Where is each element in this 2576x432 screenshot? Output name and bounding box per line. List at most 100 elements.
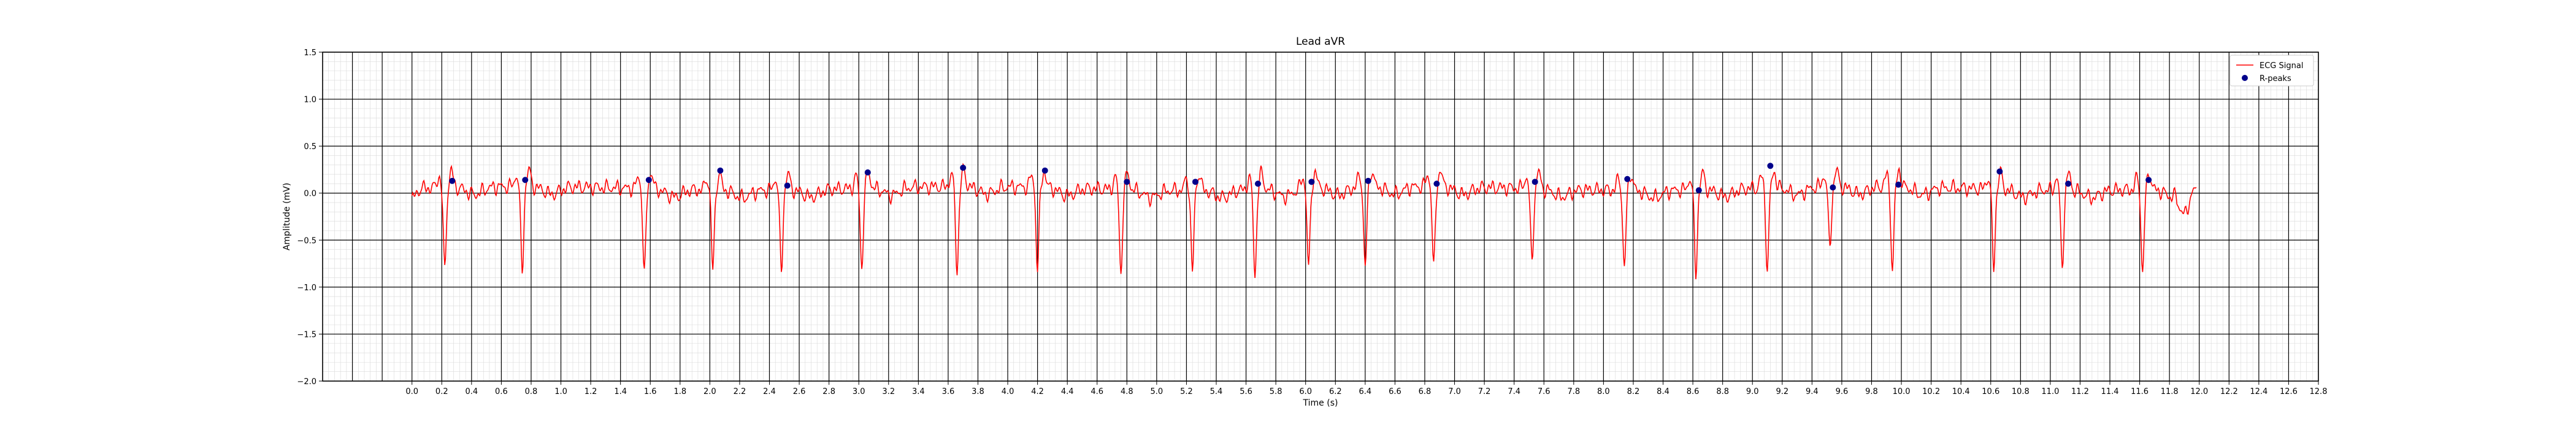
x-tick-label: 5.4: [1210, 387, 1223, 396]
x-tick-label: 2.0: [703, 387, 716, 396]
y-tick-label: 0.0: [304, 190, 316, 199]
chart-title: Lead aVR: [1296, 36, 1345, 48]
legend-ecg-label: ECG Signal: [2260, 61, 2303, 71]
minor-grid: [322, 52, 2319, 382]
x-tick-label: 1.6: [644, 387, 657, 396]
x-tick-label: 11.6: [2131, 387, 2149, 396]
x-tick-label: 1.4: [614, 387, 627, 396]
x-tick-label: 0.6: [495, 387, 508, 396]
x-tick-label: 9.8: [1865, 387, 1878, 396]
axes-layer: [322, 52, 2319, 382]
x-tick-label: 0.8: [525, 387, 538, 396]
y-tick-label: 0.5: [304, 142, 316, 152]
x-tick-label: 10.2: [1922, 387, 1940, 396]
r-peak-marker: [1433, 180, 1440, 187]
x-tick-label: 5.8: [1270, 387, 1282, 396]
x-tick-label: 3.6: [942, 387, 955, 396]
r-peak-marker: [960, 164, 967, 171]
x-tick-label: 1.8: [673, 387, 686, 396]
x-tick-label: 2.2: [734, 387, 746, 396]
r-peak-marker: [1895, 181, 1902, 188]
ticks-layer: 0.0 0.2 0.4 0.6 0.8 1.0 1.2 1.4 1.6 1.8 2.0 2.2 2.4 2…: [297, 48, 2327, 396]
x-tick-label: 5.0: [1151, 387, 1163, 396]
x-tick-label: 9.6: [1836, 387, 1849, 396]
x-tick-label: 4.6: [1091, 387, 1103, 396]
x-tick-label: 11.0: [2041, 387, 2059, 396]
x-tick-label: 7.0: [1448, 387, 1461, 396]
plot-frame: [322, 52, 2319, 382]
x-tick-label: 3.8: [972, 387, 984, 396]
r-peak-marker: [2145, 177, 2152, 183]
x-tick-label: 6.0: [1299, 387, 1312, 396]
x-tick-label: 12.4: [2250, 387, 2267, 396]
x-tick-label: 2.4: [763, 387, 776, 396]
x-tick-label: 3.4: [912, 387, 925, 396]
y-tick-label: −0.5: [297, 236, 316, 245]
r-peak-marker: [1308, 179, 1315, 185]
x-tick-label: 12.2: [2220, 387, 2238, 396]
r-peak-marker: [864, 169, 871, 176]
x-tick-label: 5.2: [1180, 387, 1193, 396]
x-tick-label: 3.0: [853, 387, 865, 396]
legend-rpeak-label: R-peaks: [2260, 74, 2291, 83]
y-tick-label: 1.5: [304, 48, 316, 58]
x-tick-label: 8.8: [1716, 387, 1729, 396]
x-tick-label: 1.0: [554, 387, 567, 396]
y-tick-label: −1.0: [297, 284, 316, 293]
series-layer: [411, 163, 2197, 280]
x-tick-label: 8.4: [1657, 387, 1669, 396]
r-peak-marker: [1624, 176, 1631, 182]
x-tick-label: 6.2: [1329, 387, 1342, 396]
r-peak-marker: [1124, 179, 1130, 185]
x-tick-label: 4.0: [1002, 387, 1014, 396]
x-tick-label: 9.4: [1806, 387, 1819, 396]
x-tick-label: 6.4: [1359, 387, 1372, 396]
x-tick-label: 12.8: [2310, 387, 2328, 396]
x-tick-label: 10.6: [1982, 387, 1999, 396]
x-tick-label: 2.8: [822, 387, 835, 396]
x-tick-label: 11.4: [2101, 387, 2119, 396]
x-tick-label: 1.2: [585, 387, 597, 396]
x-tick-label: 7.2: [1478, 387, 1491, 396]
r-peak-marker: [1830, 184, 1836, 191]
x-tick-label: 0.2: [435, 387, 448, 396]
x-tick-label: 7.8: [1567, 387, 1580, 396]
r-peak-marker: [2065, 180, 2072, 187]
r-peak-marker: [1996, 168, 2003, 175]
y-tick-label: −1.5: [297, 330, 316, 339]
r-peak-marker: [717, 167, 724, 174]
r-peak-marker: [1041, 167, 1048, 174]
x-tick-label: 6.8: [1419, 387, 1432, 396]
y-tick-label: 1.0: [304, 96, 316, 105]
x-tick-label: 12.6: [2280, 387, 2298, 396]
x-tick-label: 11.8: [2161, 387, 2179, 396]
x-tick-label: 2.6: [793, 387, 806, 396]
x-tick-label: 9.2: [1776, 387, 1788, 396]
x-tick-label: 7.4: [1508, 387, 1520, 396]
legend-box: [2229, 55, 2314, 87]
x-tick-label: 8.2: [1627, 387, 1640, 396]
r-peak-marker: [522, 177, 529, 183]
x-tick-label: 12.0: [2190, 387, 2208, 396]
r-peak-marker: [784, 182, 791, 189]
r-peak-marker: [1531, 179, 1538, 185]
x-tick-label: 9.0: [1746, 387, 1759, 396]
x-tick-label: 10.8: [2012, 387, 2030, 396]
x-tick-label: 4.2: [1031, 387, 1044, 396]
ecg-signal-line: [411, 163, 2197, 280]
x-tick-label: 6.6: [1389, 387, 1401, 396]
x-tick-label: 10.4: [1952, 387, 1970, 396]
y-axis-label: Amplitude (mV): [282, 183, 292, 250]
r-peak-marker: [1192, 179, 1199, 185]
major-grid: [322, 52, 2319, 382]
x-tick-label: 7.6: [1538, 387, 1551, 396]
x-tick-label: 4.8: [1121, 387, 1133, 396]
r-peak-marker: [645, 177, 652, 183]
x-axis-label: Time (s): [1303, 398, 1338, 408]
x-tick-label: 10.0: [1893, 387, 1911, 396]
x-tick-label: 5.6: [1240, 387, 1252, 396]
x-tick-label: 4.4: [1061, 387, 1074, 396]
r-peak-marker: [449, 177, 456, 184]
